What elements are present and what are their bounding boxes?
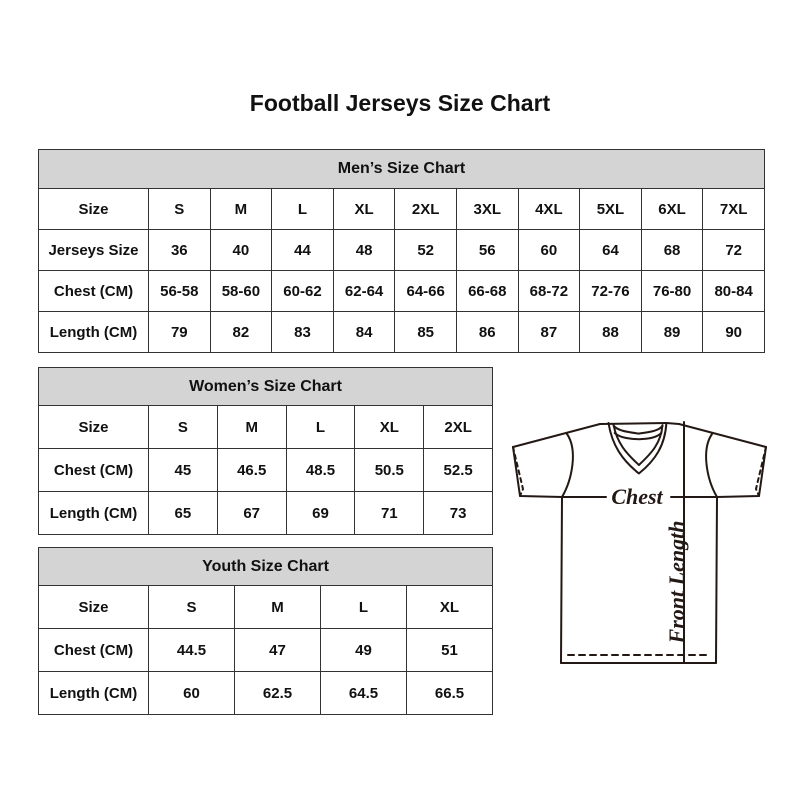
svg-text:Chest: Chest <box>611 484 663 509</box>
svg-text:Front Length: Front Length <box>664 521 689 645</box>
